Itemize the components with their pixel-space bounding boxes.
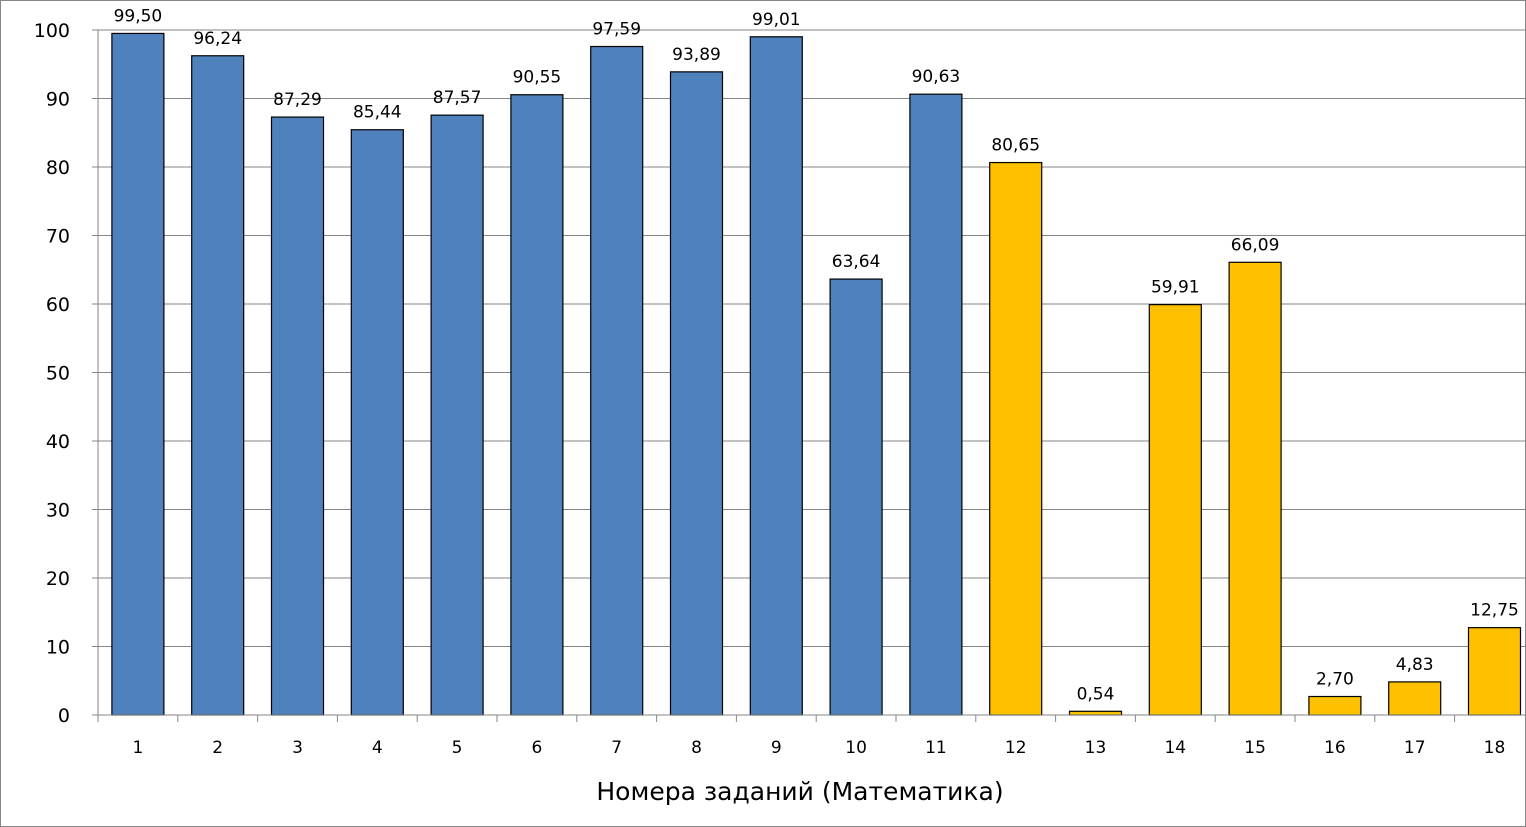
data-label: 99,01	[752, 10, 801, 30]
y-tick-labels: 0 10 20 30 40 50 60 70 80 90 100	[34, 20, 70, 727]
data-label: 93,89	[672, 45, 721, 65]
data-label: 0,54	[1077, 684, 1115, 704]
bar-6	[510, 94, 564, 716]
bar-10	[829, 278, 883, 716]
x-tick-label: 11	[925, 738, 947, 758]
data-label: 4,83	[1396, 655, 1434, 675]
data-label: 66,09	[1231, 235, 1280, 255]
x-tick-label: 14	[1164, 738, 1186, 758]
x-tick-label: 3	[292, 738, 303, 758]
bar-2	[191, 55, 245, 716]
bar-13	[1068, 710, 1123, 716]
data-label: 85,44	[353, 103, 402, 123]
x-tick-label: 17	[1404, 738, 1426, 758]
x-axis-title: Номера заданий (Математика)	[596, 777, 1003, 806]
x-tick-label: 1	[132, 738, 143, 758]
x-tick-label: 4	[372, 738, 383, 758]
y-tick-label: 40	[46, 431, 70, 453]
bar-11	[909, 93, 963, 716]
data-label: 99,50	[114, 6, 163, 26]
data-label: 12,75	[1470, 601, 1519, 621]
data-label: 96,24	[193, 29, 242, 49]
data-label: 90,63	[912, 67, 961, 87]
y-tick-label: 10	[46, 637, 70, 659]
bar-7	[590, 45, 644, 716]
data-label: 80,65	[991, 136, 1040, 156]
x-tick-labels: 1 2 3 4 5 6 7 8 9 10 11 12 13 14 15 16 17 18	[132, 738, 1505, 758]
axes	[92, 29, 1526, 722]
x-tick-label: 2	[212, 738, 223, 758]
y-tick-label: 20	[46, 568, 70, 590]
bar-5	[430, 114, 484, 716]
data-label: 2,70	[1316, 670, 1354, 690]
y-tick-label: 60	[46, 294, 70, 316]
x-tick-label: 15	[1244, 738, 1266, 758]
bar-9	[749, 36, 803, 716]
bar-3	[270, 116, 325, 716]
x-tick-label: 16	[1324, 738, 1346, 758]
y-tick-label: 50	[46, 363, 70, 385]
y-tick-label: 100	[34, 20, 70, 42]
y-tick-label: 70	[46, 226, 70, 248]
x-tick-label: 10	[845, 738, 867, 758]
data-label: 87,29	[273, 90, 322, 110]
y-tick-label: 0	[58, 705, 70, 727]
x-tick-label: 6	[531, 738, 542, 758]
x-tick-label: 5	[452, 738, 463, 758]
data-labels: 99,50 96,24 87,29 85,44 87,57 90,55 97,59 93,89…	[114, 6, 1519, 704]
bar-4	[350, 129, 404, 716]
gridlines	[98, 29, 1526, 647]
bar-1	[111, 32, 165, 716]
bar-14	[1148, 304, 1202, 716]
x-tick-label: 9	[771, 738, 782, 758]
y-tick-label: 90	[46, 89, 70, 111]
data-label: 97,59	[592, 20, 641, 40]
bar-16	[1308, 695, 1362, 716]
x-tick-label: 12	[1005, 738, 1027, 758]
x-tick-label: 8	[691, 738, 702, 758]
x-tick-label: 18	[1484, 738, 1506, 758]
data-label: 63,64	[832, 252, 881, 272]
bar-17	[1388, 681, 1442, 716]
x-tick-label: 7	[611, 738, 622, 758]
bar-12	[989, 161, 1043, 716]
x-tick-label: 13	[1085, 738, 1107, 758]
data-label: 90,55	[513, 68, 562, 88]
bar-15	[1228, 261, 1282, 716]
y-tick-label: 80	[46, 157, 70, 179]
bar-8	[669, 71, 724, 716]
data-label: 87,57	[433, 88, 482, 108]
y-tick-label: 30	[46, 500, 70, 522]
bar-18	[1467, 627, 1522, 716]
data-label: 59,91	[1151, 278, 1200, 298]
